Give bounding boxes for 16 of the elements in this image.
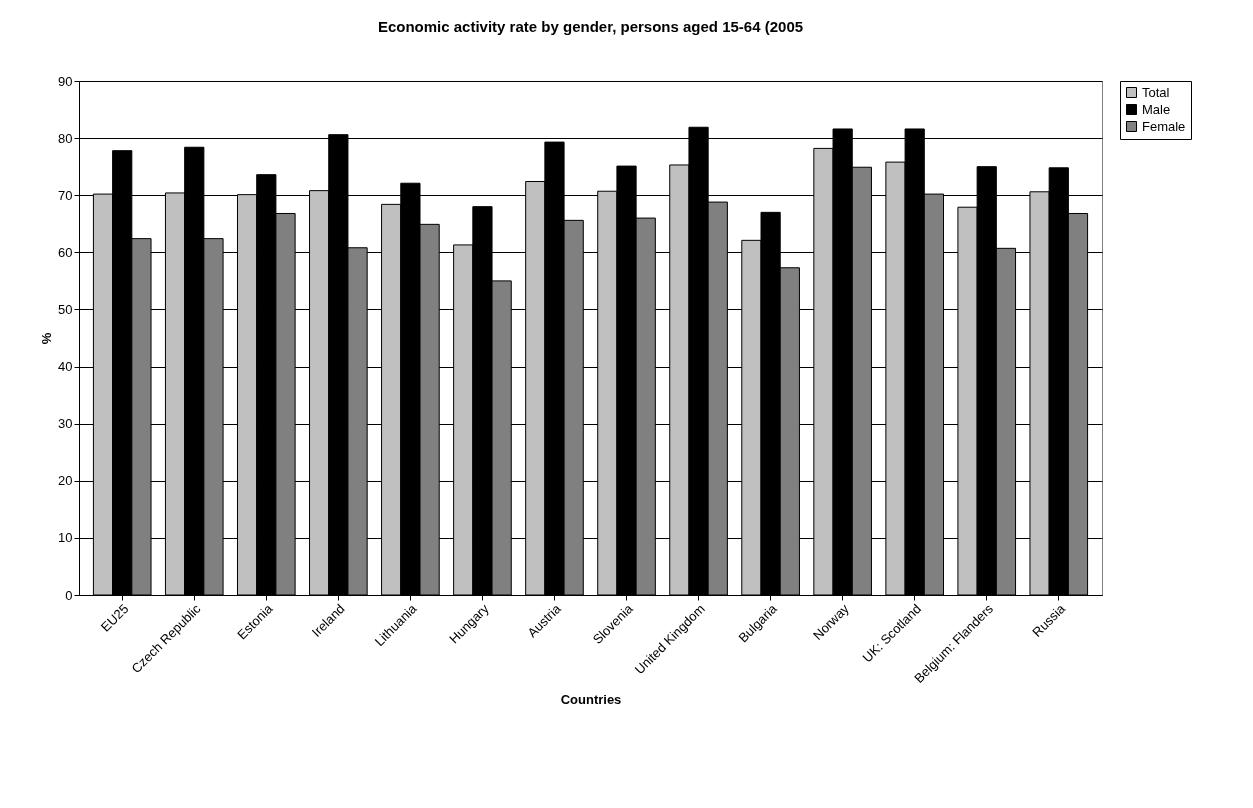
y-tick-label: 70 <box>58 187 73 203</box>
y-tick-label: 80 <box>58 130 73 146</box>
y-axis-title: % <box>39 332 55 345</box>
y-tick-label: 50 <box>58 301 73 317</box>
x-axis-title: Countries <box>560 691 622 707</box>
legend-label: Female <box>1142 118 1186 134</box>
y-tick-label: 10 <box>58 530 73 546</box>
y-tick-label: 20 <box>58 473 73 489</box>
y-tick-label: 90 <box>58 73 73 89</box>
y-tick-label: 60 <box>58 244 73 260</box>
y-tick-label: 40 <box>58 359 73 375</box>
legend-label: Male <box>1142 101 1171 117</box>
legend-label: Total <box>1142 84 1170 100</box>
y-tick-label: 30 <box>58 416 73 432</box>
y-tick-label: 0 <box>65 587 73 603</box>
chart-title: Economic activity rate by gender, persons aged 15-64 (2005 <box>377 18 804 35</box>
